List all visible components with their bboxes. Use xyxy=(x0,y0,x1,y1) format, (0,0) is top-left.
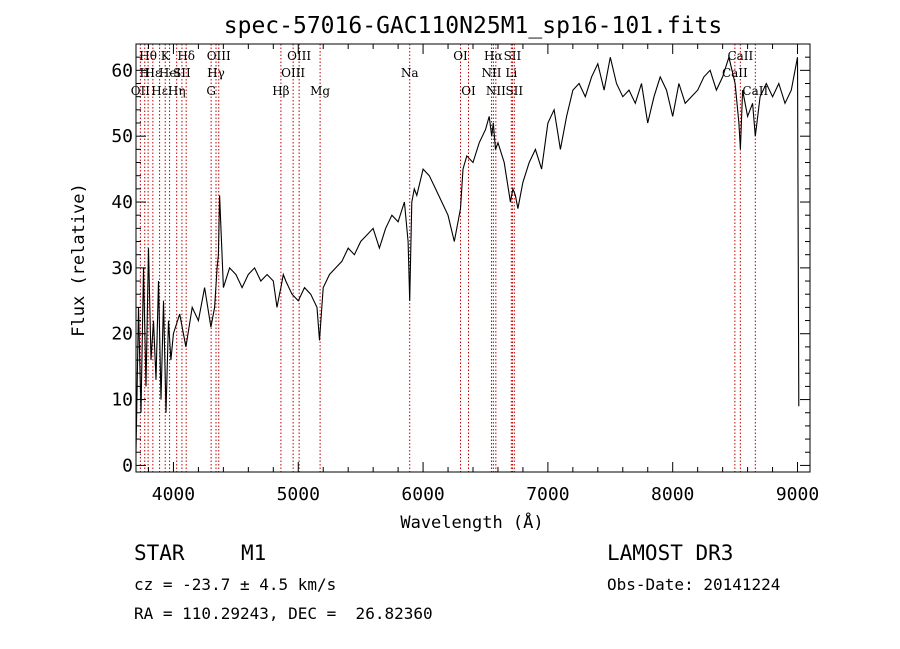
line-marker-label: OI xyxy=(461,84,476,98)
line-marker-label: Na xyxy=(401,66,419,80)
y-tick-label: 0 xyxy=(122,455,133,476)
survey-name: LAMOST DR3 xyxy=(607,541,734,565)
y-tick-label: 50 xyxy=(111,126,133,147)
plot-frame xyxy=(135,43,811,473)
x-tick-label: 5000 xyxy=(277,484,320,505)
line-marker-label: Hη xyxy=(168,84,186,98)
line-marker-label: Hε xyxy=(145,66,162,80)
y-axis: 0 10 20 30 40 50 60 xyxy=(111,56,810,476)
line-marker-label: SII xyxy=(173,66,191,80)
line-marker-label: Mg xyxy=(310,84,330,98)
x-axis-label: Wavelength (Å) xyxy=(400,511,543,533)
x-tick-label: 4000 xyxy=(152,484,195,505)
line-marker-label: G xyxy=(206,84,216,98)
x-tick-label: 8000 xyxy=(651,484,694,505)
line-marker-label: Hα xyxy=(484,49,503,63)
obs-date: Obs-Date: 20141224 xyxy=(607,575,781,594)
velocity-readout: cz = -23.7 ± 4.5 km/s xyxy=(134,575,337,594)
x-tick-label: 9000 xyxy=(776,484,819,505)
line-marker-label: OII xyxy=(131,84,151,98)
line-marker-label: NII xyxy=(486,84,506,98)
object-type: STAR xyxy=(134,541,185,565)
line-marker-label: CaII xyxy=(727,49,753,63)
line-marker-label: SII xyxy=(505,84,523,98)
y-tick-label: 10 xyxy=(111,390,133,411)
line-marker-label: Hδ xyxy=(177,49,195,63)
x-axis: 4000 5000 6000 7000 8000 9000 xyxy=(147,44,819,505)
x-tick-label: 6000 xyxy=(401,484,444,505)
coordinates: RA = 110.29243, DEC = 26.82360 xyxy=(134,604,433,623)
line-marker-label: Hε xyxy=(151,84,168,98)
line-marker-labels: OII H Hθ Hε Hε K Hel Hη SII Hδ G Hγ OIII Hβ OIII OIII Mg… xyxy=(131,49,769,98)
line-marker-label: K xyxy=(161,49,171,63)
y-tick-label: 30 xyxy=(111,258,133,279)
line-marker-label: Hβ xyxy=(272,84,289,98)
line-marker-label: NII xyxy=(481,66,501,80)
line-marker-label: Li xyxy=(505,66,517,80)
line-marker-label: OI xyxy=(453,49,468,63)
y-tick-label: 60 xyxy=(111,60,133,81)
chart-title: spec-57016-GAC110N25M1_sp16-101.fits xyxy=(224,13,723,39)
line-marker-label: Hθ xyxy=(139,49,157,63)
y-tick-label: 20 xyxy=(111,324,133,345)
line-markers xyxy=(139,44,756,472)
line-marker-label: OIII xyxy=(281,66,305,80)
line-marker-label: Hel xyxy=(159,66,181,80)
line-marker-label: H xyxy=(140,66,150,80)
y-axis-label: Flux (relative) xyxy=(69,183,89,337)
spectrum-line xyxy=(135,55,800,453)
line-marker-label: SII xyxy=(504,49,522,63)
line-marker-label: OIII xyxy=(287,49,311,63)
object-subclass: M1 xyxy=(241,541,267,565)
line-marker-label: CaII xyxy=(742,84,768,98)
line-marker-label: OIII xyxy=(207,49,231,63)
line-marker-label: CaII xyxy=(722,66,748,80)
y-tick-label: 40 xyxy=(111,192,133,213)
x-tick-label: 7000 xyxy=(526,484,569,505)
line-marker-label: Hγ xyxy=(207,66,225,80)
